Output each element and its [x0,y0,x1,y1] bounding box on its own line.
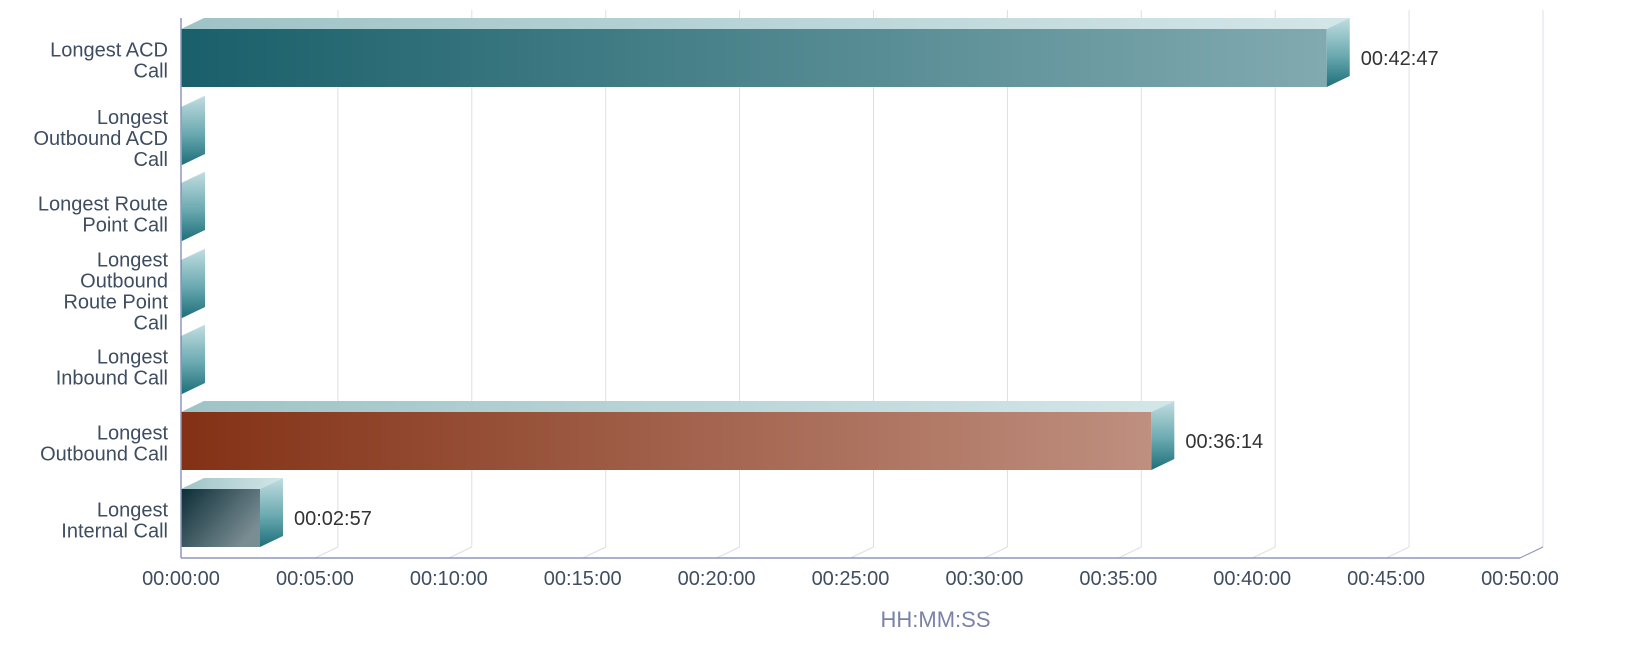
y-category-label: Longest Outbound ACD Call [33,107,168,171]
bar [181,401,1175,470]
axes [180,18,1544,559]
bar-side-face [260,478,284,547]
bar-side-face [1326,18,1350,87]
bar-top-face [181,249,205,260]
bar [181,18,1350,87]
grid-line-base [1118,546,1142,559]
y-category-label: Longest Outbound Call [40,423,168,466]
x-tick-label: 00:15:00 [544,568,622,590]
x-axis-title: HH:MM:SS [881,607,991,632]
bar-top-face [181,325,205,336]
bar-front-face [181,489,261,547]
x-tick-label: 00:10:00 [410,568,488,590]
bar-top-face [181,18,1350,29]
bar-side-face [182,325,205,394]
bar-front-face [181,29,1327,87]
grid-line-base [1251,546,1276,559]
grid-line-base [582,546,606,559]
x-tick-label: 00:00:00 [142,568,220,590]
bars [181,18,1350,547]
bar-value-label: 00:02:57 [294,508,372,530]
labels: 00:00:00 00:05:00 00:10:00 00:15:00 00:20:00… [33,40,1558,591]
bar [181,478,284,547]
bar-value-label: 00:42:47 [1361,48,1439,70]
bar-side-face [182,96,205,165]
bar-top-face [181,478,284,489]
bar-side-face [182,249,205,318]
bar [181,172,205,241]
grid-line-base [850,546,874,559]
bar [181,96,205,165]
x-tick-label: 00:40:00 [1213,568,1291,590]
grid-line-base [1385,546,1410,559]
x-tick-label: 00:30:00 [945,568,1023,590]
bar-top-face [181,401,1175,412]
bar-front-face [181,412,1152,470]
y-category-label: Longest Outbound Route Point Call [63,250,168,335]
bar [181,325,205,394]
bar-side-face [182,172,205,241]
x-tick-label: 00:35:00 [1079,568,1157,590]
y-category-label: Longest ACD Call [50,40,168,83]
y-category-label: Longest Route Point Call [38,194,168,237]
bar-top-face [181,96,205,107]
grid-line-base [984,546,1008,559]
x-tick-label: 00:45:00 [1347,568,1425,590]
x-tick-label: 00:05:00 [276,568,354,590]
grid [314,10,1544,559]
y-category-label: Longest Inbound Call [56,347,169,390]
grid-line-base [314,546,339,559]
bar-top-face [181,172,205,183]
grid-line-base [448,546,473,559]
x-tick-label: 00:25:00 [812,568,890,590]
x-tick-label: 00:50:00 [1481,568,1559,590]
bar [181,249,205,318]
y-category-label: Longest Internal Call [61,500,168,543]
grid-line-base [716,546,740,559]
bar-value-label: 00:36:14 [1185,431,1263,453]
x-tick-label: 00:20:00 [678,568,756,590]
bar-side-face [1151,401,1175,470]
x-axis-depth-line [1519,546,1544,559]
